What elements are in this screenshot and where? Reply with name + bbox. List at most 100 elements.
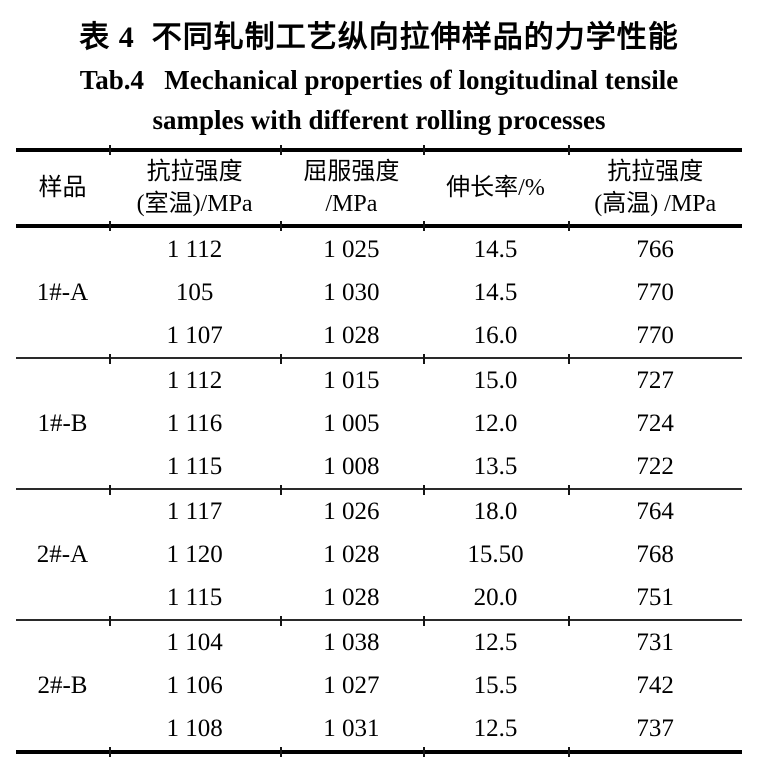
table-row: 1 107 1 028 16.0 770: [109, 314, 742, 357]
data-cell: 764: [636, 497, 674, 525]
header-line: /MPa: [325, 191, 378, 217]
header-line: (室温)/MPa: [136, 191, 253, 217]
header-sample: 样品: [16, 152, 109, 224]
sample-group-1A: 1#-A 1 112 1 025 14.5 766 105 1 030 14.5…: [16, 228, 742, 357]
header-line: 抗拉强度: [146, 158, 243, 185]
data-cell: 1 030: [323, 278, 380, 306]
column-tick: [108, 145, 111, 155]
header-tensile-strength-ht: 抗拉强度 (高温) /MPa: [568, 152, 742, 224]
column-tick: [422, 485, 425, 495]
sample-label: 2#-B: [37, 671, 88, 699]
data-cell: 1 027: [323, 671, 380, 699]
data-cell: 1 005: [323, 409, 380, 437]
table-row: 1 115 1 028 20.0 751: [109, 576, 742, 619]
data-cell: 14.5: [473, 278, 518, 306]
data-cell: 1 115: [166, 452, 223, 480]
header-tensile-strength-rt: 抗拉强度 (室温)/MPa: [109, 152, 280, 224]
column-tick: [280, 221, 283, 231]
data-cell: 13.5: [473, 452, 518, 480]
data-cell: 1 120: [166, 540, 223, 568]
data-cell: 766: [636, 235, 674, 263]
column-tick: [568, 485, 571, 495]
sample-label: 1#-B: [37, 409, 88, 437]
data-cell: 15.0: [473, 366, 518, 394]
column-tick: [108, 747, 111, 757]
column-tick: [422, 221, 425, 231]
group-rows: 1 104 1 038 12.5 731 1 106 1 027 15.5 74…: [109, 621, 742, 750]
data-cell: 12.5: [473, 628, 518, 656]
data-cell: 1 038: [323, 628, 380, 656]
data-cell: 1 107: [166, 321, 223, 349]
group-rows: 1 117 1 026 18.0 764 1 120 1 028 15.50 7…: [109, 490, 742, 619]
table-row: 1 117 1 026 18.0 764: [109, 490, 742, 533]
data-cell: 1 015: [323, 366, 380, 394]
sample-label: 2#-A: [36, 540, 89, 568]
data-cell: 1 116: [166, 409, 223, 437]
table-title-chinese: 表 4 不同轧制工艺纵向拉伸样品的力学性能: [79, 21, 679, 54]
table-row: 1 104 1 038 12.5 731: [109, 621, 742, 664]
table-row: 1 108 1 031 12.5 737: [109, 707, 742, 750]
column-tick: [280, 616, 283, 626]
table-row: 105 1 030 14.5 770: [109, 271, 742, 314]
data-cell: 751: [636, 583, 674, 611]
data-cell: 1 025: [323, 235, 380, 263]
data-cell: 1 112: [166, 366, 223, 394]
data-cell: 768: [636, 540, 674, 568]
data-cell: 15.50: [467, 540, 524, 568]
data-cell: 1 028: [323, 540, 380, 568]
header-line: 屈服强度: [303, 158, 400, 185]
data-cell: 1 106: [166, 671, 223, 699]
data-cell: 1 104: [166, 628, 223, 656]
table-row: 1 112 1 025 14.5 766: [109, 228, 742, 271]
header-elongation: 伸长率/%: [423, 152, 569, 224]
column-tick: [422, 354, 425, 364]
data-cell: 1 008: [323, 452, 380, 480]
data-cell: 20.0: [473, 583, 518, 611]
data-cell: 724: [636, 409, 674, 437]
table-rule-bottom: [16, 747, 742, 757]
column-tick: [280, 485, 283, 495]
group-separator: [16, 354, 742, 364]
sample-group-2B: 2#-B 1 104 1 038 12.5 731 1 106 1 027 15…: [16, 621, 742, 750]
column-tick: [108, 354, 111, 364]
data-cell: 16.0: [473, 321, 518, 349]
data-cell: 1 112: [166, 235, 223, 263]
column-tick: [108, 485, 111, 495]
header-line: 抗拉强度: [607, 158, 704, 185]
table-rule-top: [16, 145, 742, 155]
data-cell: 742: [636, 671, 674, 699]
data-cell: 105: [175, 278, 214, 306]
column-tick: [568, 616, 571, 626]
column-tick: [280, 747, 283, 757]
table-row: 1 115 1 008 13.5 722: [109, 445, 742, 488]
data-cell: 770: [636, 278, 674, 306]
data-cell: 731: [636, 628, 674, 656]
data-cell: 1 028: [323, 321, 380, 349]
data-cell: 1 117: [166, 497, 223, 525]
column-tick: [422, 747, 425, 757]
data-cell: 15.5: [473, 671, 518, 699]
column-tick: [568, 221, 571, 231]
table-header-row: 样品 抗拉强度 (室温)/MPa 屈服强度 /MPa 伸长率/% 抗拉强度 (高…: [16, 152, 742, 224]
column-tick: [280, 145, 283, 155]
data-cell: 727: [636, 366, 674, 394]
group-rows: 1 112 1 015 15.0 727 1 116 1 005 12.0 72…: [109, 359, 742, 488]
table-title-english-line2: samples with different rolling processes: [152, 105, 606, 135]
sample-group-1B: 1#-B 1 112 1 015 15.0 727 1 116 1 005 12…: [16, 359, 742, 488]
column-tick: [422, 616, 425, 626]
column-tick: [422, 145, 425, 155]
header-line: (高温) /MPa: [594, 191, 717, 217]
data-cell: 1 108: [166, 714, 223, 742]
data-cell: 14.5: [473, 235, 518, 263]
data-cell: 1 031: [323, 714, 380, 742]
header-line: 伸长率/%: [446, 174, 545, 201]
table-row: 1 120 1 028 15.50 768: [109, 533, 742, 576]
data-cell: 770: [636, 321, 674, 349]
column-tick: [568, 354, 571, 364]
data-cell: 737: [636, 714, 674, 742]
column-tick: [108, 221, 111, 231]
group-rows: 1 112 1 025 14.5 766 105 1 030 14.5 770 …: [109, 228, 742, 357]
sample-label: 1#-A: [36, 278, 89, 306]
table-title-english-line1: Tab.4 Mechanical properties of longitudi…: [79, 65, 679, 95]
column-tick: [568, 747, 571, 757]
